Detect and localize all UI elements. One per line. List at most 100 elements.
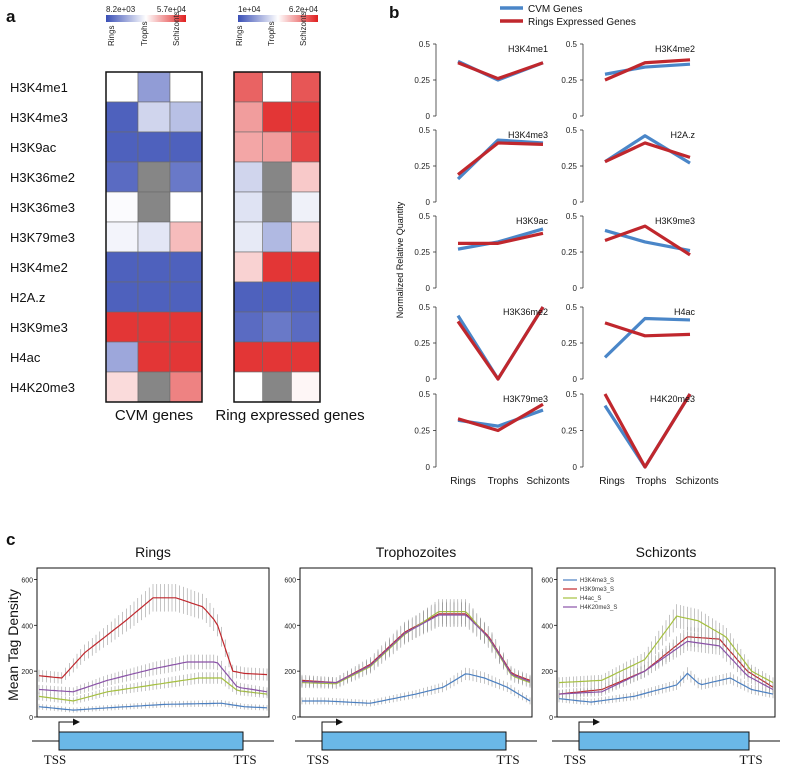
c-tts-label: TTS <box>739 752 762 767</box>
panel-b-line-grid: CVM Genes Rings Expressed Genes Normaliz… <box>395 4 719 487</box>
heatmap-cell <box>169 71 203 103</box>
heatmap-cell <box>291 161 321 193</box>
c-series-h4k20me3_s <box>558 631 774 699</box>
heatmap-cell <box>291 371 321 403</box>
c-tss-label: TSS <box>307 752 329 767</box>
c-series-line <box>558 615 774 684</box>
c-ytick-label: 0 <box>549 715 553 722</box>
b-series-ring <box>604 58 691 82</box>
c-series-h3k4me3_s <box>38 700 268 713</box>
hm1-caption: CVM genes <box>115 407 193 424</box>
heatmap-cell <box>262 221 292 253</box>
heatmap-cell <box>233 101 264 133</box>
c-panel-trophozoites: Trophozoites 0 200 400 600 TSS TTS <box>284 544 537 767</box>
heatmap-cell <box>233 191 264 223</box>
heatmap-cell <box>262 71 292 103</box>
panel-label-c: c <box>6 530 15 549</box>
c-plot-frame <box>299 567 533 718</box>
c-series-line <box>558 640 774 695</box>
c-series-line <box>38 597 268 679</box>
b-ytick-label: 0.25 <box>414 248 430 257</box>
colorbar-cvm-min: 8.2e+03 <box>106 5 136 14</box>
heatmap-cell <box>291 221 321 253</box>
b-ytick-label: 0 <box>426 198 431 207</box>
b-ytick-label: 0.25 <box>561 76 577 85</box>
c-ylabel: Mean Tag Density <box>5 589 21 701</box>
heatmap-cell <box>137 71 171 103</box>
b-series-cvm <box>456 306 545 381</box>
panel-label-a: a <box>6 7 16 26</box>
heatmap-cell <box>169 341 203 373</box>
heatmap-cell <box>137 251 171 283</box>
c-tss-arrow <box>578 718 600 732</box>
b-panel-h3k4me1: 0 0.25 0.5 H3K4me1 <box>414 40 548 121</box>
b-ytick-label: 0 <box>426 284 431 293</box>
b-ytick-label: 0.5 <box>419 212 431 221</box>
heatmap-cell <box>137 371 171 403</box>
b-xlabel-right-rings: Rings <box>599 476 625 487</box>
b-series-ring <box>457 402 544 433</box>
heatmap-cell <box>105 251 139 283</box>
b-panel-h3k36me2: 0 0.25 0.5 H3K36me2 <box>414 303 548 384</box>
heatmap-row-label: H3K36me2 <box>10 170 75 185</box>
b-panel-title: H3K79me3 <box>503 394 548 404</box>
hm1-col-trophs: Trophs <box>140 21 149 46</box>
colorbar-ring <box>238 15 318 22</box>
heatmap-cell <box>105 191 139 223</box>
b-panel-title: H3K4me3 <box>508 130 548 140</box>
c-tts-label: TTS <box>496 752 519 767</box>
c-legend-label: H4K20me3_S <box>580 605 617 611</box>
heatmap-cell <box>169 131 203 163</box>
heatmap-cell <box>291 281 321 313</box>
heatmap-row-label: H3K4me1 <box>10 80 68 95</box>
b-series-cvm <box>457 227 544 251</box>
hm1-col-schizonts: Schizonts <box>172 11 181 46</box>
c-ytick-label: 400 <box>21 623 33 630</box>
b-series-ring <box>458 231 544 245</box>
c-series-h3k9me3_s <box>38 584 268 684</box>
heatmap-cell <box>233 251 264 283</box>
c-series-h3k4me3_s <box>301 667 531 707</box>
heatmap-cell <box>291 101 321 133</box>
c-gene-body <box>58 731 244 751</box>
b-panel-h2az: 0 0.25 0.5 H2A.z <box>561 126 695 207</box>
heatmap-cell <box>105 311 139 343</box>
c-ytick-label: 600 <box>541 577 553 584</box>
b-xlabel-right-trophs: Trophs <box>636 476 667 487</box>
heatmap-cell <box>105 281 139 313</box>
c-series-h4ac_s <box>558 604 774 688</box>
b-panel-title: H3K4me2 <box>655 44 695 54</box>
b-ytick-label: 0 <box>573 198 578 207</box>
c-tss-arrow <box>58 718 80 732</box>
c-ytick-label: 600 <box>284 577 296 584</box>
heatmap-cell <box>105 221 139 253</box>
b-ytick-label: 0.25 <box>414 427 430 436</box>
b-panel-title: H3K9me3 <box>655 216 695 226</box>
b-ytick-label: 0.5 <box>419 126 431 135</box>
b-panel-title: H4ac <box>674 307 696 317</box>
b-ytick-label: 0 <box>426 375 431 384</box>
heatmap-cell <box>262 131 292 163</box>
heatmap-cell <box>105 131 139 163</box>
colorbar-ring-min: 1e+04 <box>238 5 261 14</box>
c-series-h4k20me3_s <box>38 654 268 697</box>
heatmap-row-label: H4K20me3 <box>10 380 75 395</box>
c-legend-label: H3K9me3_S <box>580 587 614 593</box>
b-panel-h4k20me3: 0 0.25 0.5 H4K20me3 <box>561 390 695 472</box>
heatmap-cell <box>137 341 171 373</box>
panel-a-heatmaps: 8.2e+03 5.7e+04 1e+04 6.2e+04 Rings Trop… <box>10 5 365 424</box>
heatmap-row-label: H3K4me2 <box>10 260 68 275</box>
heatmap-row-label: H3K9ac <box>10 140 57 155</box>
heatmap-cell <box>262 191 292 223</box>
c-ytick-label: 400 <box>541 623 553 630</box>
c-gene-body <box>321 731 507 751</box>
b-xlabel-right-schizonts: Schizonts <box>675 476 718 487</box>
heatmap-cell <box>262 161 292 193</box>
b-ytick-label: 0.25 <box>561 248 577 257</box>
heatmap-cell <box>169 281 203 313</box>
c-legend: H3K4me3_S H3K9me3_S H4ac_S H4K20me3_S <box>563 578 617 611</box>
heatmap-cell <box>291 71 321 103</box>
hm2-caption: Ring expressed genes <box>215 407 364 424</box>
c-ytick-label: 600 <box>21 577 33 584</box>
heatmap-cell <box>137 131 171 163</box>
